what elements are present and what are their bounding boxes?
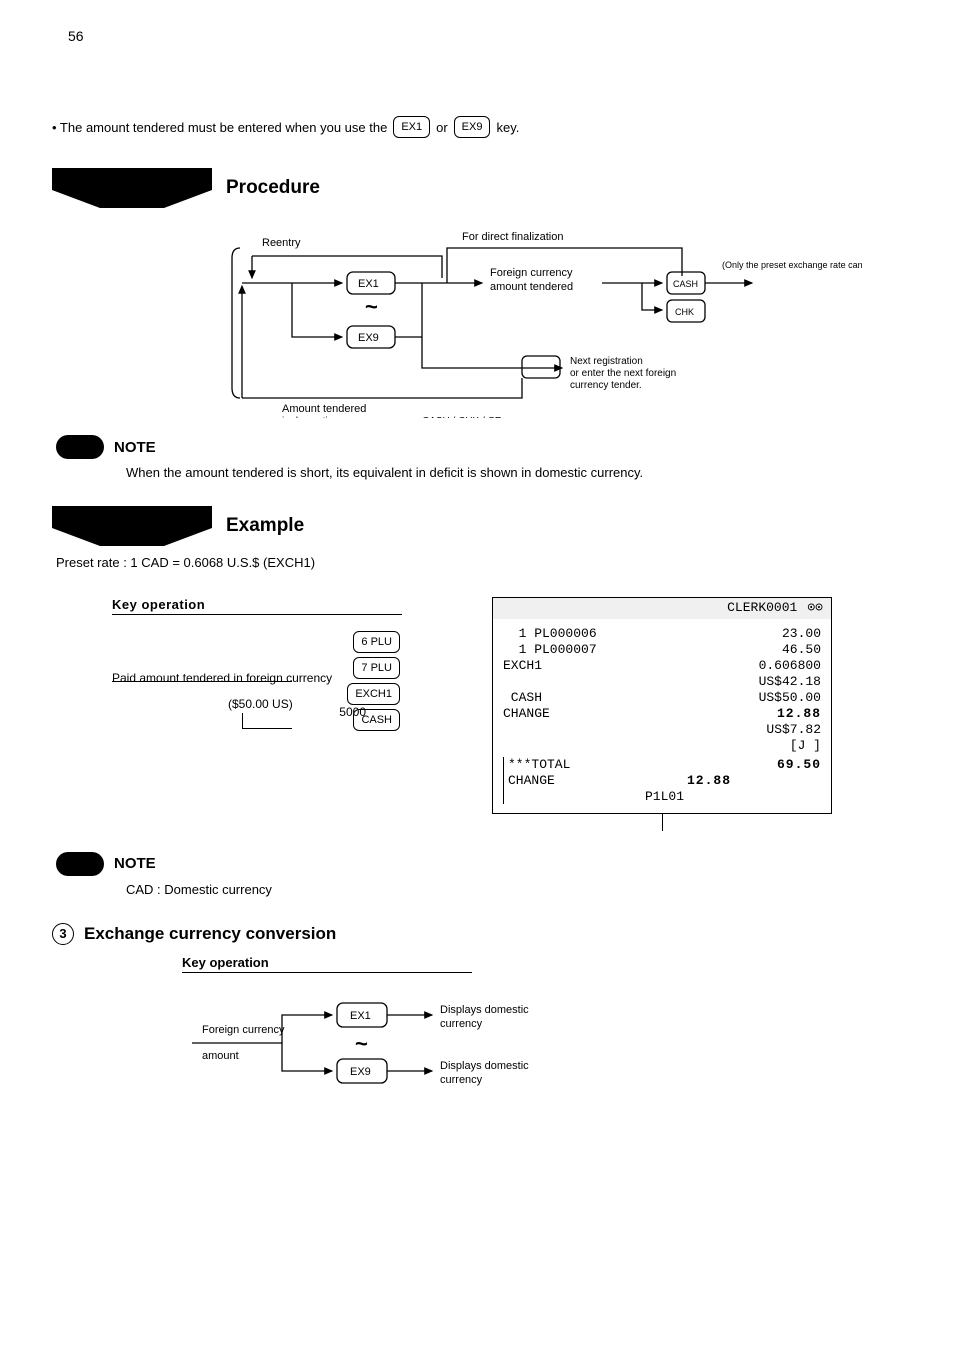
r-cash-l: CASH [503, 690, 542, 705]
procedure-flowchart: After an entry is completed Reentry EX1 … [222, 228, 902, 421]
note2-label: NOTE [114, 855, 156, 872]
circle-3-icon: 3 [52, 923, 74, 945]
elbow-connector [242, 713, 292, 729]
r-row2-l: 1 PL000007 [503, 642, 597, 657]
svg-text:EX9: EX9 [350, 1066, 371, 1078]
svg-text:EX1: EX1 [358, 278, 379, 290]
key-ex1-top: EX1 [393, 116, 430, 138]
page-number: 56 [68, 28, 84, 44]
svg-text:amount: amount [202, 1050, 239, 1062]
r-j: [J ] [790, 738, 821, 753]
procedure-pointer-icon [52, 168, 212, 208]
r-change-r: 12.88 [777, 706, 821, 721]
svg-text:currency: currency [440, 1074, 483, 1086]
note1-label: NOTE [114, 439, 156, 456]
svg-text:EX9: EX9 [358, 332, 379, 344]
svg-text:Displays domestic: Displays domestic [440, 1004, 529, 1016]
svg-text:currency: currency [440, 1018, 483, 1030]
or-text: or [436, 120, 448, 135]
receipt: CLERK0001 ⊙⊙ 1 PL000006 23.00 1 PL000007 4… [492, 597, 832, 814]
key-label: key. [496, 120, 519, 135]
note2-pill-icon [56, 852, 104, 876]
svg-text:Reentry: Reentry [262, 237, 301, 249]
conv-flowchart: Conversion of the foreign currency amoun… [182, 983, 602, 1103]
r-cash-r: US$50.00 [759, 690, 821, 705]
svg-text:Displays domestic: Displays domestic [440, 1060, 529, 1072]
r-total-l: ***TOTAL [508, 757, 570, 772]
r-exch-r: 0.606800 [759, 658, 821, 673]
amount-50: ($50.00 US) [228, 697, 293, 711]
svg-text:Foreign currency: Foreign currency [202, 1024, 285, 1036]
conv-title: Exchange currency conversion [84, 924, 336, 944]
svg-text:Foreign currency: Foreign currency [490, 267, 573, 279]
svg-text:CHK: CHK [675, 307, 694, 317]
note1-body: When the amount tendered is short, its e… [126, 465, 902, 480]
svg-text:(Only the preset exchange rate: (Only the preset exchange rate can be us… [722, 260, 862, 270]
receipt-eye-icon: ⊙⊙ [807, 600, 823, 615]
restriction-text: • The amount tendered must be entered wh… [52, 120, 387, 135]
key-plu7: 7 PLU [353, 657, 400, 679]
procedure-title: Procedure [226, 177, 320, 199]
svg-text:For direct finalization: For direct finalization [462, 231, 564, 243]
svg-text:or enter the next foreign: or enter the next foreign [570, 368, 676, 379]
r-us1: US$42.18 [759, 674, 821, 689]
r-row1-r: 23.00 [782, 626, 821, 641]
receipt-tail-line [662, 813, 663, 831]
svg-text:~: ~ [365, 294, 378, 319]
r-change-l: CHANGE [503, 706, 550, 721]
receipt-clerk: CLERK0001 [727, 600, 797, 615]
svg-text:EX1: EX1 [350, 1010, 371, 1022]
key-ex9-top: EX9 [454, 116, 491, 138]
r-change2-l: CHANGE [508, 773, 555, 788]
five-thousand: 5000 [339, 705, 366, 719]
r-foot: P1L01 [645, 789, 684, 804]
svg-text:currency tender.: currency tender. [570, 380, 642, 391]
svg-text:Amount tendered: Amount tendered [282, 403, 366, 415]
svg-text:amount tendered: amount tendered [490, 281, 573, 293]
note2-body: CAD : Domestic currency [126, 882, 902, 897]
note-pill-icon [56, 435, 104, 459]
r-us2: US$7.82 [766, 722, 821, 737]
key-plu6: 6 PLU [353, 631, 400, 653]
example-title: Example [226, 515, 304, 537]
svg-text:in domestic currency: in domestic currency [282, 416, 374, 418]
r-row1-l: 1 PL000006 [503, 626, 597, 641]
svg-text:CASH / CHK / CRn: CASH / CHK / CRn [422, 416, 508, 418]
r-total-r: 69.50 [777, 757, 821, 772]
example-pointer-icon [52, 506, 212, 546]
preset-rate: Preset rate : 1 CAD = 0.6068 U.S.$ (EXCH… [56, 554, 902, 573]
paid-label: Paid amount tendered in foreign currency [112, 671, 332, 685]
r-exch-l: EXCH1 [503, 658, 542, 673]
key-op-heading: Key operation [112, 597, 402, 615]
conv-keyop-heading: Key operation [182, 955, 472, 973]
svg-text:CASH: CASH [673, 279, 698, 289]
r-row2-r: 46.50 [782, 642, 821, 657]
svg-text:~: ~ [355, 1031, 368, 1056]
svg-text:Next registration: Next registration [570, 356, 643, 367]
r-change2-r: 12.88 [687, 773, 731, 788]
key-exch1: EXCH1 [347, 683, 400, 705]
